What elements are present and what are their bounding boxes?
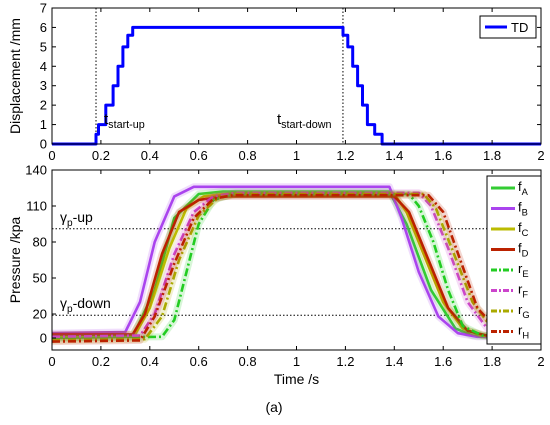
x-tick-label: 0: [48, 148, 55, 163]
x-tick-label: 1.8: [483, 354, 501, 369]
y-tick-label: 5: [40, 39, 47, 54]
x-tick-label: 1.6: [434, 354, 452, 369]
y-tick-label: 50: [33, 271, 47, 286]
figure-caption: (a): [265, 399, 282, 415]
x-tick-label: 1.2: [336, 148, 354, 163]
x-tick-label: 0.8: [239, 148, 257, 163]
series-line-fA: [51, 190, 541, 340]
series-line-fD: [52, 195, 541, 337]
series-halo-rE: [51, 190, 541, 342]
series-halo-rF: [51, 189, 541, 341]
legend-label-rG: rG: [518, 302, 530, 320]
series-halo-fC: [51, 190, 541, 340]
series-line-rF: [51, 191, 541, 339]
y-tick-label: 3: [40, 78, 47, 93]
legend-box: [486, 175, 542, 345]
y-tick-label: 110: [26, 199, 47, 214]
x-tick-label: 1.8: [483, 148, 501, 163]
x-tick-label: 2: [537, 148, 544, 163]
displacement-panel: 0 0.2 0.4 0.6 0.8 1 1.2 1.4 1.6 1.8 2 0 1 2 3 4 5 6 7 Displ…: [7, 1, 545, 164]
annotation-0: tstart-up: [104, 111, 145, 131]
y-tick-label: 20: [33, 307, 47, 322]
x-tick-label: 2: [537, 354, 544, 369]
legend-label-rE: rE: [518, 261, 529, 279]
y-tick-label: 6: [40, 20, 47, 35]
legend-label-fD: fD: [518, 241, 529, 259]
x-tick-label: 1: [293, 148, 300, 163]
legend-label-fB: fB: [518, 200, 528, 218]
y-tick-label: 1: [40, 117, 47, 132]
series-line-TD: [52, 25, 541, 146]
y-tick-label: 4: [40, 59, 47, 74]
y-tick-label: 0: [40, 137, 47, 152]
reference-hline-label-0: γp-up: [60, 209, 93, 229]
x-tick-label: 0.2: [92, 354, 110, 369]
legend-label-TD: TD: [511, 20, 528, 35]
x-tick-label: 0.2: [92, 148, 110, 163]
series-line-rH: [51, 193, 541, 343]
legend-label-rH: rH: [518, 323, 529, 341]
y-tick-label: 2: [40, 98, 47, 113]
x-tick-label: 1.4: [385, 148, 403, 163]
series-line-rG: [51, 192, 541, 342]
x-tick-label: 0: [48, 354, 55, 369]
series-halo-fD: [52, 192, 541, 340]
x-tick-label: 1.2: [336, 354, 354, 369]
y-tick-label: 80: [33, 235, 47, 250]
y-axis-label: Displacement /mm: [7, 18, 23, 134]
series-halo-fB: [51, 183, 541, 341]
y-tick-label: 0: [40, 331, 47, 346]
x-tick-label: 1.6: [434, 148, 452, 163]
series-halo-fA: [51, 188, 541, 342]
y-tick-label: 140: [25, 163, 47, 178]
legend-label-fA: fA: [518, 179, 529, 197]
series-halo-rG: [51, 190, 541, 344]
legend-box: [479, 15, 537, 39]
x-tick-label: 0.4: [141, 148, 159, 163]
x-tick-label: 1.4: [385, 354, 403, 369]
annotation-1: tstart-down: [277, 111, 332, 131]
x-tick-label: 1: [293, 354, 300, 369]
legend-label-rF: rF: [518, 282, 528, 300]
x-tick-label: 0.6: [190, 148, 208, 163]
x-tick-label: 0.4: [141, 354, 159, 369]
y-axis-label: Pressure /kpa: [7, 217, 23, 304]
series-halo-rH: [51, 191, 541, 346]
series-line-fB: [51, 185, 541, 339]
x-axis-label: Time /s: [274, 371, 319, 387]
series-line-rE: [51, 192, 541, 340]
series-line-fC: [51, 192, 541, 337]
x-tick-label: 0.8: [239, 354, 257, 369]
y-tick-label: 7: [40, 1, 47, 16]
reference-hline-label-1: γp-down: [60, 295, 111, 315]
x-tick-label: 0.6: [190, 354, 208, 369]
legend-label-fC: fC: [518, 220, 529, 238]
